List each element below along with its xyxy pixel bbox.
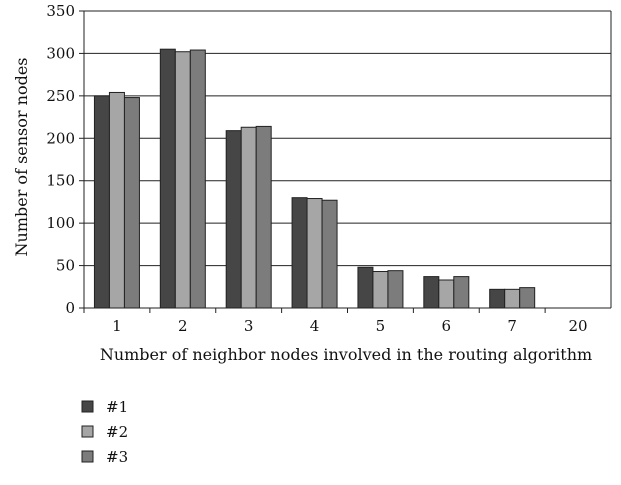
bar (504, 288, 521, 309)
bar (291, 197, 308, 309)
y-axis-title: Number of sensor nodes (12, 58, 31, 257)
x-tick-label: 6 (442, 317, 452, 335)
bar (519, 287, 536, 309)
bar (108, 91, 125, 309)
y-tick-label: 250 (46, 87, 75, 105)
x-tick-label: 20 (569, 317, 588, 335)
bar (489, 288, 506, 309)
axes (79, 10, 612, 313)
legend-label: #3 (106, 448, 128, 466)
y-tick-label: 50 (56, 257, 75, 275)
bars (93, 48, 536, 309)
tick-labels: 0 50 100 150 200 250 300 350 1 2 3 4 5 6 7 20 (46, 2, 587, 335)
bar (306, 198, 323, 309)
y-tick-label: 350 (46, 2, 75, 20)
bar (255, 125, 272, 309)
y-tick-label: 150 (46, 172, 75, 190)
y-tick-label: 100 (46, 214, 75, 232)
y-tick-label: 0 (65, 299, 75, 317)
x-tick-label: 5 (376, 317, 386, 335)
x-tick-label: 7 (507, 317, 517, 335)
legend-label: #1 (106, 398, 128, 416)
x-tick-label: 3 (244, 317, 254, 335)
bar (438, 279, 455, 309)
bar (159, 48, 176, 309)
bar (453, 276, 470, 309)
y-tick-label: 200 (46, 129, 75, 147)
legend-swatch (81, 425, 94, 438)
legend: #1 #2 #3 (81, 398, 128, 466)
legend-swatch (81, 450, 94, 463)
bar (93, 95, 110, 309)
bar (321, 199, 338, 309)
bar (387, 270, 404, 309)
bar (357, 266, 374, 309)
bar (240, 126, 257, 309)
legend-label: #2 (106, 423, 128, 441)
x-tick-label: 2 (178, 317, 188, 335)
legend-swatch (81, 400, 94, 413)
bar (423, 276, 440, 309)
y-tick-label: 300 (46, 44, 75, 62)
bar (123, 97, 140, 309)
x-axis-title: Number of neighbor nodes involved in the… (100, 345, 592, 364)
x-tick-label: 1 (112, 317, 122, 335)
bar (225, 130, 242, 309)
bar (174, 51, 191, 309)
x-tick-label: 4 (310, 317, 320, 335)
bar (189, 49, 206, 309)
bar (372, 271, 389, 309)
